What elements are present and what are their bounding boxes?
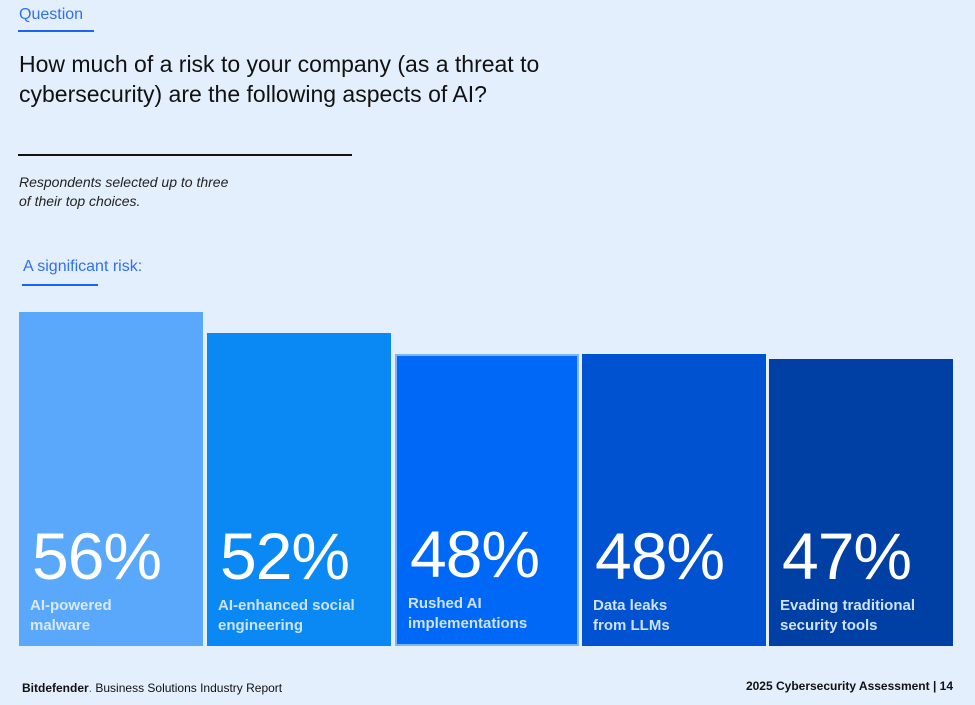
divider bbox=[18, 154, 352, 156]
bar-category-label: Data leaks from LLMs bbox=[593, 597, 670, 634]
chart-subheading: A significant risk: bbox=[23, 258, 143, 275]
footer-right: 2025 Cybersecurity Assessment | 14 bbox=[745, 679, 953, 693]
page-title: How much of a risk to your company (as a… bbox=[19, 51, 540, 107]
bar: 48% Rushed AI implementations bbox=[395, 353, 579, 646]
kicker-underline bbox=[18, 30, 94, 32]
bar-value-label: 56% bbox=[32, 519, 162, 593]
bar-value-label: 47% bbox=[782, 519, 912, 593]
bar-category-label: AI-enhanced social engineering bbox=[218, 597, 355, 634]
brand-logo: Bitdefender bbox=[22, 681, 89, 695]
question-kicker: Question bbox=[19, 6, 84, 23]
report-name: Business Solutions Industry Report bbox=[95, 681, 283, 695]
bar-category-label: AI-powered malware bbox=[30, 597, 112, 634]
note-line-1: Respondents selected up to three bbox=[19, 174, 229, 190]
bar-value-label: 48% bbox=[410, 517, 540, 591]
bar-category-label: Evading traditional security tools bbox=[780, 597, 916, 634]
subheading-underline bbox=[22, 284, 98, 286]
note-line-2: of their top choices. bbox=[19, 193, 141, 209]
bar: 52% AI-enhanced social engineering bbox=[207, 332, 391, 646]
bar: 48% Data leaks from LLMs bbox=[582, 353, 766, 646]
bar: 56% AI-powered malware bbox=[19, 312, 203, 646]
bar: 47% Evading traditional security tools bbox=[769, 358, 953, 646]
bar-value-label: 48% bbox=[595, 519, 725, 593]
footer-left: Bitdefender. Business Solutions Industry… bbox=[22, 681, 283, 695]
bar-value-label: 52% bbox=[220, 519, 350, 593]
respondent-note: Respondents selected up to three of thei… bbox=[19, 173, 228, 211]
bar-category-label: Rushed AI implementations bbox=[408, 595, 528, 632]
